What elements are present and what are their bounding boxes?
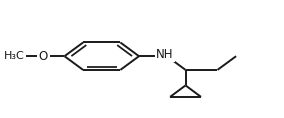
Text: H₃C: H₃C [4, 51, 25, 61]
Text: NH: NH [156, 48, 174, 61]
Text: O: O [39, 50, 48, 63]
